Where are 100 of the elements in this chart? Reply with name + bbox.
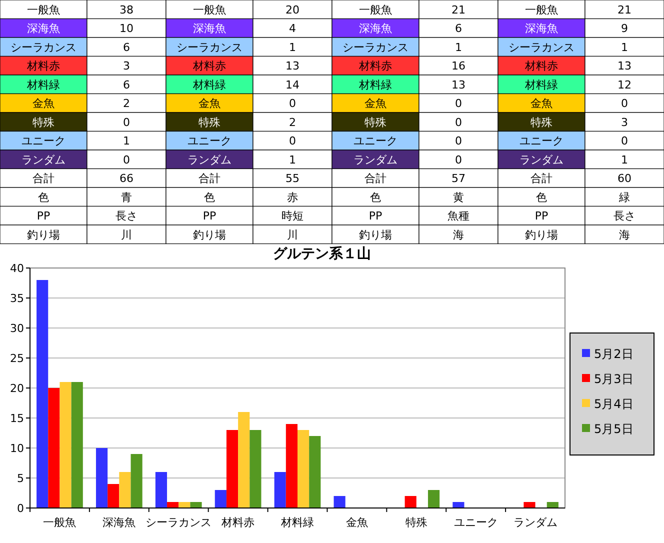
text: 20	[286, 3, 300, 16]
text: 1	[123, 134, 130, 148]
text: ランダム	[188, 153, 232, 166]
text: 3	[123, 60, 130, 73]
text: 0	[621, 134, 628, 148]
text: シーラカンス	[176, 40, 242, 54]
text: 深海魚	[193, 22, 226, 36]
text: 赤	[287, 190, 298, 204]
text: 特殊	[530, 116, 552, 129]
x-tick-label: シーラカンス	[146, 516, 212, 529]
legend-label: 5月4日	[594, 397, 634, 411]
bar	[71, 382, 83, 508]
bar	[238, 412, 250, 508]
bar	[119, 472, 131, 508]
text: 合計	[198, 172, 220, 186]
text: 海	[453, 228, 464, 242]
text: 0	[455, 153, 462, 166]
bar	[48, 388, 60, 508]
x-tick-label: 一般魚	[43, 516, 76, 529]
text: 0	[455, 116, 462, 129]
y-tick-label: 40	[10, 262, 24, 275]
x-tick-label: 材料緑	[280, 516, 314, 529]
text: ランダム	[520, 153, 564, 166]
text: 釣り場	[525, 228, 558, 242]
text: ユニーク	[188, 134, 232, 148]
text: 釣り場	[27, 228, 60, 242]
text: 0	[123, 116, 130, 129]
y-tick-label: 30	[10, 322, 24, 335]
text: 緑	[618, 190, 630, 204]
legend-label: 5月3日	[594, 372, 634, 386]
x-tick-label: ユニーク	[454, 516, 498, 529]
text: 1	[621, 40, 628, 54]
text: 色	[38, 190, 49, 204]
bar	[178, 502, 190, 508]
text: 金魚	[32, 97, 54, 110]
text: シーラカンス	[508, 40, 574, 54]
text: ランダム	[354, 153, 398, 166]
text: 材料赤	[26, 60, 60, 73]
text: 13	[286, 60, 300, 73]
legend-label: 5月5日	[594, 422, 634, 436]
text: 特殊	[364, 116, 386, 129]
x-tick-label: 特殊	[405, 516, 428, 529]
bar	[167, 502, 179, 508]
bar	[130, 454, 142, 508]
y-tick-label: 10	[10, 442, 24, 455]
bar	[274, 472, 286, 508]
text: 釣り場	[359, 228, 392, 242]
text: 6	[455, 22, 462, 36]
text: 0	[123, 153, 130, 166]
text: 0	[289, 97, 296, 110]
text: 材料緑	[524, 78, 558, 92]
bar	[334, 496, 346, 508]
text: PP	[202, 210, 216, 223]
text: シーラカンス	[342, 40, 408, 54]
text: 釣り場	[193, 228, 226, 242]
text: ユニーク	[22, 134, 66, 148]
text: 深海魚	[525, 22, 558, 36]
text: 6	[123, 78, 130, 92]
y-tick-label: 0	[17, 502, 24, 515]
text: 60	[618, 172, 632, 186]
text: 色	[204, 190, 215, 204]
bar	[36, 280, 48, 508]
bar	[108, 484, 120, 508]
text: 色	[370, 190, 381, 204]
text: 1	[289, 153, 296, 166]
text: 2	[123, 97, 130, 110]
y-tick-label: 20	[10, 382, 24, 395]
text: 0	[455, 97, 462, 110]
text: 一般魚	[359, 3, 392, 16]
text: 13	[618, 60, 632, 73]
text: 金魚	[364, 97, 386, 110]
text: 3	[621, 116, 628, 129]
text: ユニーク	[354, 134, 398, 148]
text: ランダム	[22, 153, 66, 166]
bar	[96, 448, 108, 508]
text: 材料緑	[192, 78, 226, 92]
text: 青	[121, 190, 132, 204]
text: 長さ	[116, 210, 138, 223]
text: 14	[286, 78, 300, 92]
bar	[428, 490, 440, 508]
bar	[190, 502, 202, 508]
text: 黄	[453, 190, 464, 204]
text: 材料緑	[26, 78, 60, 92]
text: 金魚	[198, 97, 220, 110]
text: 材料赤	[358, 60, 392, 73]
text: 38	[120, 3, 134, 16]
text: 0	[455, 134, 462, 148]
text: 海	[619, 228, 630, 242]
text: 12	[618, 78, 632, 92]
legend-label: 5月2日	[594, 347, 634, 361]
bar	[404, 496, 416, 508]
bar	[524, 502, 536, 508]
text: 66	[120, 172, 134, 186]
text: PP	[36, 210, 50, 223]
text: 時短	[282, 210, 304, 223]
text: 1	[455, 40, 462, 54]
chart-title: グルテン系１山	[273, 246, 371, 262]
text: 深海魚	[27, 22, 60, 36]
text: 材料緑	[358, 78, 392, 92]
x-tick-label: ランダム	[513, 516, 558, 529]
